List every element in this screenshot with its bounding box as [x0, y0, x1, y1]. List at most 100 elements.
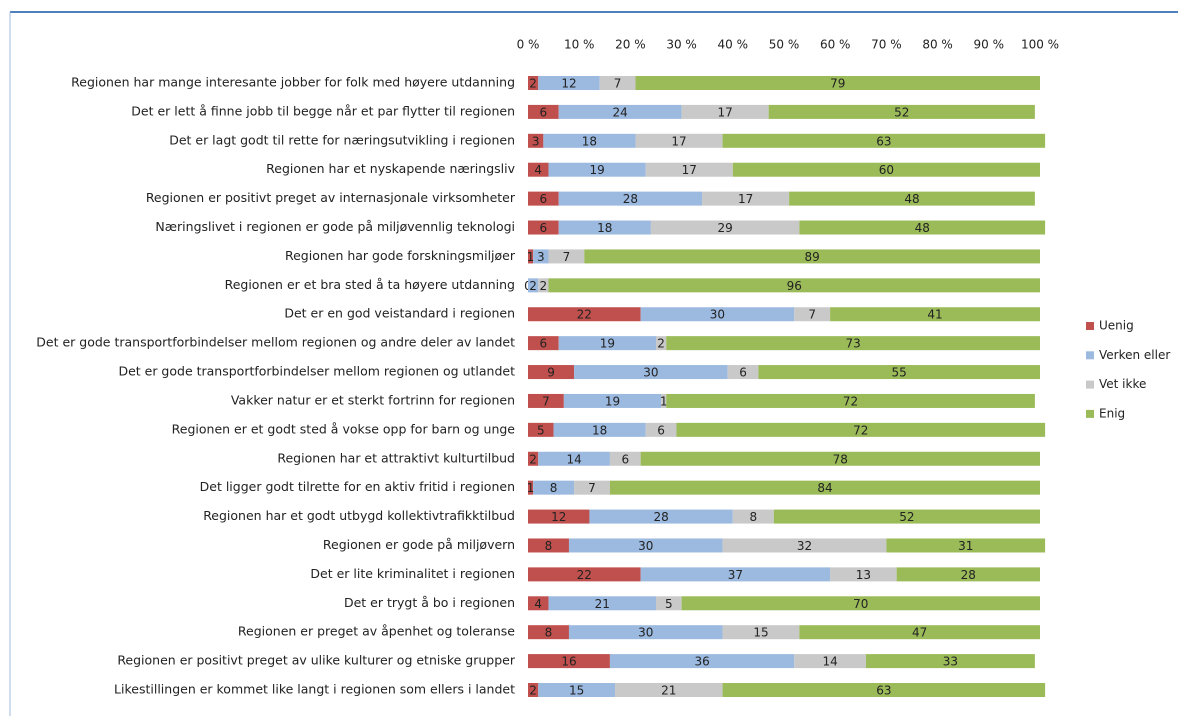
data-label: 32	[797, 539, 812, 553]
bar-segment	[702, 191, 790, 206]
data-label: 48	[915, 221, 930, 235]
category-label: Vakker natur er et sterkt fortrinn for r…	[231, 392, 515, 407]
x-tick-label: 70 %	[871, 38, 902, 52]
bar-segment	[799, 625, 1040, 640]
data-label: 2	[529, 77, 537, 91]
data-label: 52	[899, 510, 914, 524]
bar-segment	[599, 76, 636, 90]
data-label: 78	[833, 452, 848, 466]
data-label: 1	[660, 394, 668, 408]
bar-segment	[574, 480, 610, 495]
data-label: 2	[529, 452, 537, 466]
category-label: Det er lett å finne jobb til begge når e…	[131, 103, 515, 118]
data-label: 63	[876, 684, 891, 698]
data-label: 6	[739, 366, 747, 380]
x-tick-label: 10 %	[564, 38, 595, 52]
bar-segment	[553, 422, 646, 437]
data-label: 60	[879, 163, 894, 177]
bar-segment	[666, 393, 1035, 408]
legend-swatch	[1086, 351, 1094, 360]
bar-segment	[528, 654, 610, 669]
bar-segment	[799, 220, 1046, 235]
data-label: 6	[621, 452, 629, 466]
bar-segment	[789, 191, 1035, 206]
data-label: 96	[787, 279, 802, 293]
data-label: 4	[534, 163, 542, 177]
data-label: 30	[643, 366, 658, 380]
data-label: 73	[845, 337, 860, 351]
data-label: 79	[830, 77, 845, 91]
bar-segment	[768, 104, 1035, 119]
bar-segment	[528, 278, 539, 293]
data-label: 15	[569, 684, 584, 698]
data-label: 19	[605, 394, 620, 408]
legend-swatch	[1086, 409, 1094, 418]
bar-segment	[727, 365, 759, 380]
data-label: 84	[817, 481, 832, 495]
data-label: 47	[912, 626, 927, 640]
x-tick-label: 80 %	[922, 38, 953, 52]
category-label: Det er lagt godt til rette for næringsut…	[169, 132, 515, 147]
category-label: Det er gode transportforbindelser mellom…	[118, 364, 515, 379]
bar-segment	[609, 451, 641, 466]
data-label: 1	[527, 481, 535, 495]
data-label: 7	[588, 481, 596, 495]
category-label: Regionen har et nyskapende næringsliv	[266, 161, 515, 176]
category-label: Regionen er et bra sted å ta høyere utda…	[225, 277, 515, 292]
bar-segment	[528, 509, 590, 524]
x-tick-label: 20 %	[615, 38, 646, 52]
legend-label: Uenig	[1099, 319, 1134, 333]
bar-segment	[528, 365, 575, 380]
data-label: 28	[623, 192, 638, 206]
legend-label: Verken eller	[1099, 348, 1170, 362]
data-label: 14	[822, 655, 837, 669]
data-label: 17	[671, 134, 686, 148]
data-label: 36	[694, 655, 709, 669]
bar-segment	[528, 451, 539, 466]
bar-segment	[640, 567, 831, 582]
data-label: 8	[550, 481, 558, 495]
bar-segment	[656, 336, 667, 351]
bar-segment	[722, 625, 800, 640]
data-label: 5	[665, 597, 673, 611]
data-label: 30	[710, 308, 725, 322]
bar-segment	[640, 451, 1040, 466]
bar-segment	[538, 683, 616, 697]
category-label: Likestillingen er kommet like langt i re…	[114, 682, 515, 697]
bar-segment	[722, 538, 887, 553]
bar-segment	[528, 191, 559, 206]
category-label: Det ligger godt tilrette for en aktiv fr…	[200, 479, 515, 494]
data-label: 8	[749, 510, 757, 524]
bar-segment	[528, 422, 554, 437]
bar-segment	[656, 596, 682, 611]
data-label: 8	[545, 626, 553, 640]
data-label: 30	[638, 626, 653, 640]
data-label: 18	[582, 134, 597, 148]
bar-segment	[528, 480, 534, 495]
data-label: 6	[540, 221, 548, 235]
data-label: 89	[805, 250, 820, 264]
category-label: Regionen har mange interesante jobber fo…	[71, 75, 515, 90]
bar-segment	[528, 567, 641, 582]
bar-segment	[615, 683, 723, 697]
data-label: 72	[853, 423, 868, 437]
x-tick-label: 30 %	[666, 38, 697, 52]
bar-segment	[558, 336, 656, 351]
bar-segment	[609, 654, 795, 669]
bar-segment	[548, 596, 656, 611]
data-label: 9	[547, 366, 555, 380]
x-tick-label: 100 %	[1021, 38, 1059, 52]
bar-segment	[794, 307, 831, 322]
data-label: 13	[856, 568, 871, 582]
data-label: 28	[961, 568, 976, 582]
bar-segment	[584, 249, 1040, 264]
data-label: 19	[600, 337, 615, 351]
category-label: Regionen er gode på miljøvern	[323, 537, 515, 552]
bar-segment	[896, 567, 1040, 582]
data-label: 12	[551, 510, 566, 524]
bar-segment	[558, 191, 703, 206]
bar-segment	[865, 654, 1035, 669]
bar-segment	[722, 683, 1046, 697]
